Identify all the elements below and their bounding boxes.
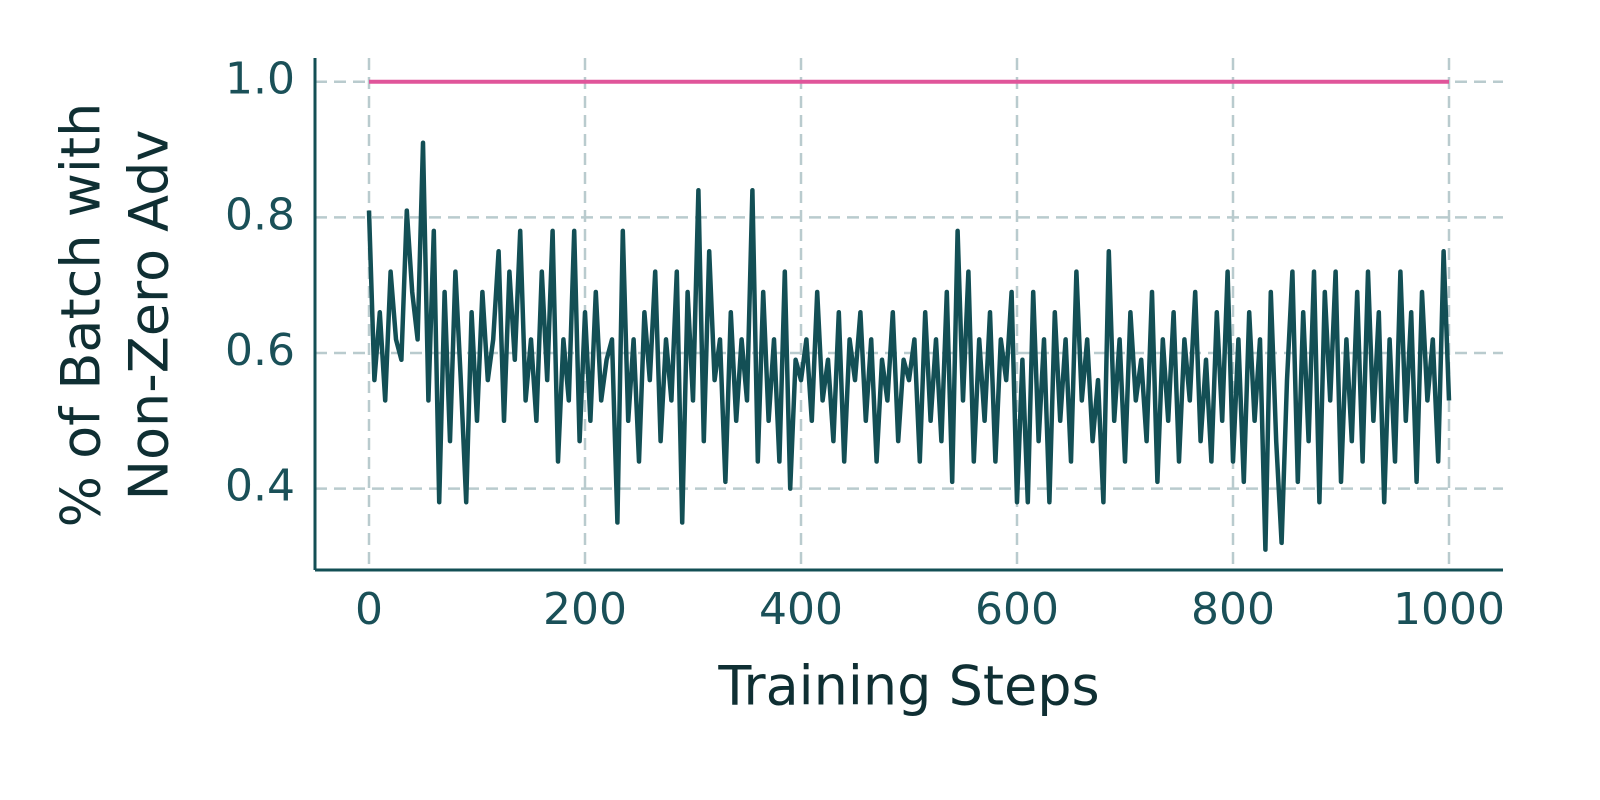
y-tick-label: 1.0 [225,54,295,105]
x-tick-label: 1000 [1393,584,1505,635]
x-tick-label: 600 [975,584,1059,635]
x-tick-label: 200 [543,584,627,635]
y-tick-label: 0.6 [225,325,295,376]
y-axis-label-line: % of Batch with [50,103,113,528]
series-line [366,140,1452,552]
x-axis-label: Training Steps [717,655,1099,718]
y-axis-label-line: Non-Zero Adv [118,130,181,501]
y-tick-label: 0.8 [225,189,295,240]
y-axis-label: % of Batch with Non-Zero Adv [50,103,181,528]
x-tick-label: 800 [1191,584,1275,635]
x-tick-label: 400 [759,584,843,635]
y-tick-label: 0.4 [225,461,295,512]
x-tick-label: 0 [355,584,383,635]
